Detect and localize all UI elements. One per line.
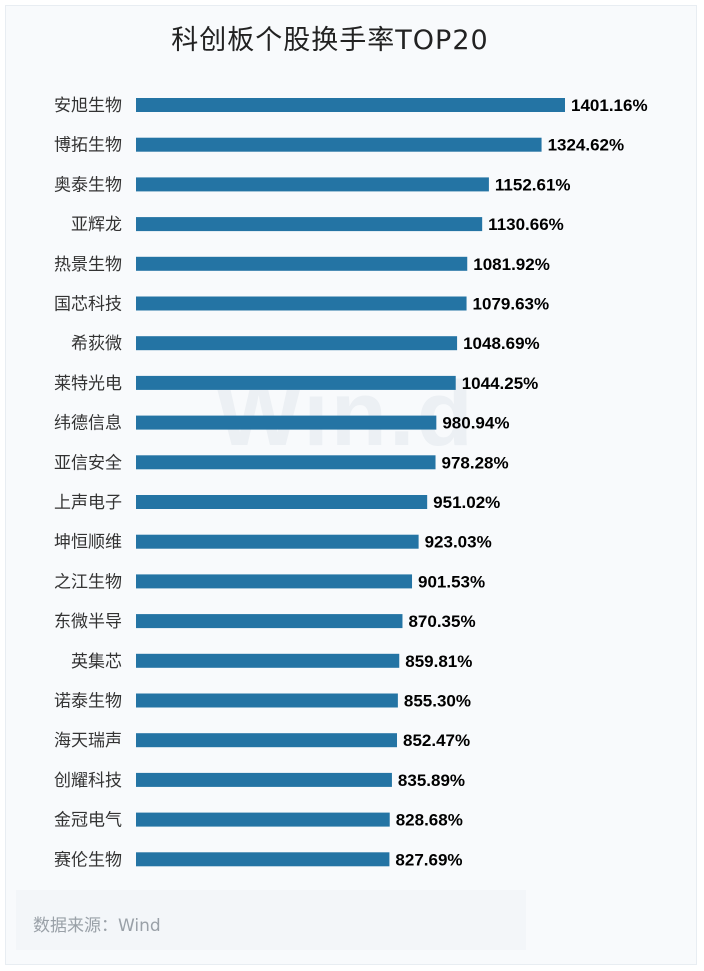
category-label: 亚辉龙 [71,215,122,235]
category-label: 金冠电气 [54,811,122,831]
category-label: 博拓生物 [54,136,122,156]
bar [136,336,458,351]
bar [136,812,390,827]
category-label: 奥泰生物 [54,175,122,195]
bar [136,614,403,629]
value-label: 827.69% [395,850,462,869]
bar [136,375,456,390]
footer-band [16,890,526,950]
bar [136,217,483,232]
category-label: 之江生物 [54,572,122,592]
category-label: 热景生物 [54,255,122,275]
bar [136,455,436,470]
bar [136,733,398,748]
value-label: 1081.92% [473,255,550,274]
value-label: 852.47% [403,731,470,750]
bar [136,574,413,589]
bar [136,296,467,311]
bar [136,98,565,112]
chart-title: 科创板个股换手率TOP20 [171,25,489,56]
value-label: 859.81% [405,652,472,671]
value-label: 1048.69% [463,334,540,353]
value-label: 978.28% [442,453,509,472]
value-label: 980.94% [442,414,509,433]
category-label: 亚信安全 [54,453,122,473]
category-label: 国芯科技 [54,295,122,315]
value-label: 855.30% [404,692,471,711]
bar [136,693,398,708]
bar [136,137,542,152]
category-label: 希荻微 [71,334,122,354]
value-label: 835.89% [398,771,465,790]
category-label: 东微半导 [54,612,122,632]
bar [136,852,390,867]
bar [136,653,400,668]
category-label: 赛伦生物 [54,849,122,870]
category-label: 安旭生物 [54,96,122,116]
value-label: 923.03% [425,533,492,552]
category-label: 英集芯 [71,652,122,672]
value-label: 870.35% [408,612,475,631]
value-label: 1044.25% [462,374,539,393]
category-label: 上声电子 [54,493,122,513]
value-label: 828.68% [396,811,463,830]
bar [136,495,428,509]
category-label: 创耀科技 [54,771,122,791]
bar [136,256,468,271]
category-label: 纬德信息 [54,414,122,434]
bar [136,415,437,430]
chart-card [5,5,697,965]
bar [136,772,392,787]
category-label: 海天瑞声 [54,731,122,751]
value-label: 1324.62% [548,136,625,155]
value-label: 1079.63% [473,295,550,314]
category-label: 莱特光电 [54,374,122,394]
value-label: 1130.66% [488,215,564,234]
value-label: 901.53% [418,572,485,591]
value-label: 951.02% [433,493,500,512]
category-label: 坤恒顺维 [54,533,122,553]
bar [136,534,419,549]
source-note: 数据来源：Wind [33,916,161,936]
bar [136,177,489,192]
value-label: 1401.16% [571,96,648,115]
value-label: 1152.61% [495,175,571,194]
category-label: 诺泰生物 [54,692,122,712]
